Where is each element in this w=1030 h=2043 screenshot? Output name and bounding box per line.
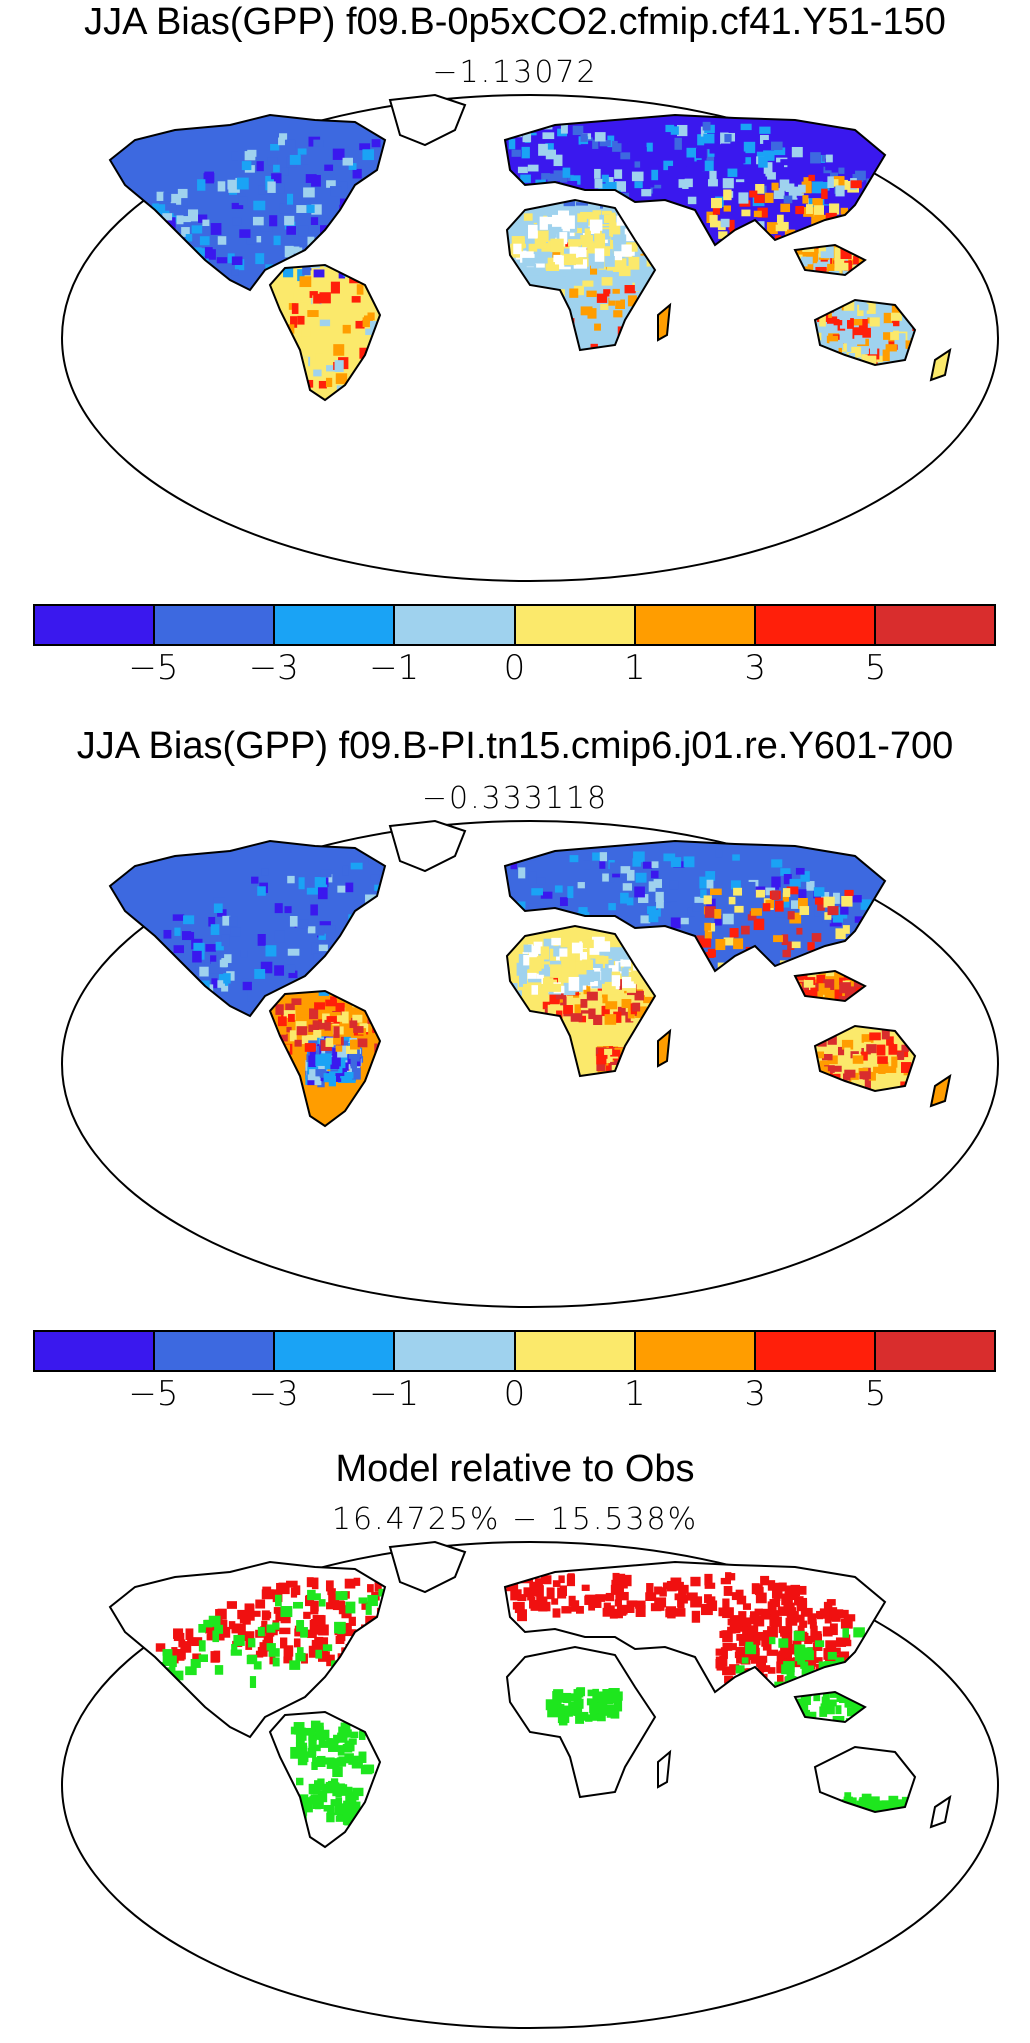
coastline-australia: [813, 298, 917, 367]
coastline-northAmerica: [108, 1560, 387, 1739]
land-australia: [815, 1747, 915, 1812]
colorbar-swatch: [515, 1332, 636, 1370]
coastline-madagascar: [657, 1028, 672, 1068]
coastline-seAsia: [793, 1690, 867, 1724]
panel-2-world-map: [55, 816, 1005, 1311]
colorbar-swatch: [275, 1332, 396, 1370]
panel-3-mean-value: 16.4725% − 15.538%: [331, 1502, 699, 1537]
colorbar-tick-label: 5: [864, 648, 887, 688]
colorbar-tick-label: −5: [128, 648, 179, 688]
coastline-australia: [813, 1024, 917, 1093]
coastline-eurasia: [503, 1560, 887, 1694]
coastline-madagascar: [657, 1749, 672, 1789]
coastline-seAsia: [793, 969, 867, 1003]
land-greenland: [390, 1542, 465, 1592]
colorbar-tick-label: −1: [369, 1374, 420, 1414]
coastline-northAmerica: [108, 113, 387, 292]
colorbar-swatch: [35, 606, 156, 644]
panel-3-title: Model relative to Obs: [335, 1448, 695, 1490]
colorbar-tick-label: −5: [128, 1374, 179, 1414]
colorbar-swatch: [635, 606, 756, 644]
land-greenland: [390, 821, 465, 871]
panel-1-mean-value: −1.13072: [432, 55, 598, 90]
coastline-madagascar: [657, 302, 672, 342]
coastline-eurasia: [503, 113, 887, 247]
colorbar-tick-label: 1: [624, 1374, 646, 1414]
colorbar-tick-label: 3: [744, 648, 767, 688]
colorbar-tick-label: 3: [744, 1374, 767, 1414]
panel-1-title: JJA Bias(GPP) f09.B-0p5xCO2.cfmip.cf41.Y…: [84, 1, 946, 43]
coastline-newZealand: [929, 347, 952, 382]
colorbar-swatch: [275, 606, 396, 644]
colorbar-swatch: [755, 1332, 876, 1370]
colorbar-swatch: [635, 1332, 756, 1370]
coastline-newZealand: [929, 1073, 952, 1108]
colorbar-swatch: [875, 606, 994, 644]
coastline-australia: [813, 1745, 917, 1814]
colorbar-tick-label: 1: [624, 648, 646, 688]
coastline-greenland: [388, 1540, 467, 1594]
coastline-greenland: [388, 93, 467, 147]
panel-3-world-map: [55, 1537, 1005, 2032]
colorbar-1: [33, 604, 996, 646]
coastline-newZealand: [929, 1794, 952, 1829]
colorbar-swatch: [155, 606, 276, 644]
coastline-southAmerica: [268, 989, 382, 1128]
land-greenland: [390, 95, 465, 145]
coastline-southAmerica: [268, 263, 382, 402]
coastline-africa: [505, 1645, 657, 1799]
colorbar-swatch: [755, 606, 876, 644]
coastline-northAmerica: [108, 839, 387, 1018]
colorbar-tick-label: 5: [864, 1374, 887, 1414]
panel-2-title: JJA Bias(GPP) f09.B-PI.tn15.cmip6.j01.re…: [76, 725, 954, 767]
panel-2-mean-value: −0.333118: [421, 781, 609, 816]
colorbar-1-ticks: −5 −3 −1 0 1 3 5: [33, 648, 996, 688]
land-eurasia: [505, 115, 885, 245]
colorbar-tick-label: 0: [503, 1374, 526, 1414]
colorbar-swatch: [155, 1332, 276, 1370]
coastline-greenland: [388, 819, 467, 873]
colorbar-swatch: [35, 1332, 156, 1370]
colorbar-swatch: [515, 606, 636, 644]
colorbar-2-ticks: −5 −3 −1 0 1 3 5: [33, 1374, 996, 1414]
panel-1-world-map: [55, 90, 1005, 585]
colorbar-swatch: [875, 1332, 994, 1370]
coastline-seAsia: [793, 243, 867, 277]
colorbar-swatch: [395, 1332, 516, 1370]
coastline-africa: [505, 198, 657, 352]
coastline-africa: [505, 924, 657, 1078]
colorbar-tick-label: −1: [369, 648, 420, 688]
colorbar-tick-label: −3: [248, 648, 299, 688]
coastline-southAmerica: [268, 1710, 382, 1849]
colorbar-tick-label: −3: [248, 1374, 299, 1414]
colorbar-tick-label: 0: [503, 648, 526, 688]
coastline-eurasia: [503, 839, 887, 973]
colorbar-2: [33, 1330, 996, 1372]
colorbar-swatch: [395, 606, 516, 644]
